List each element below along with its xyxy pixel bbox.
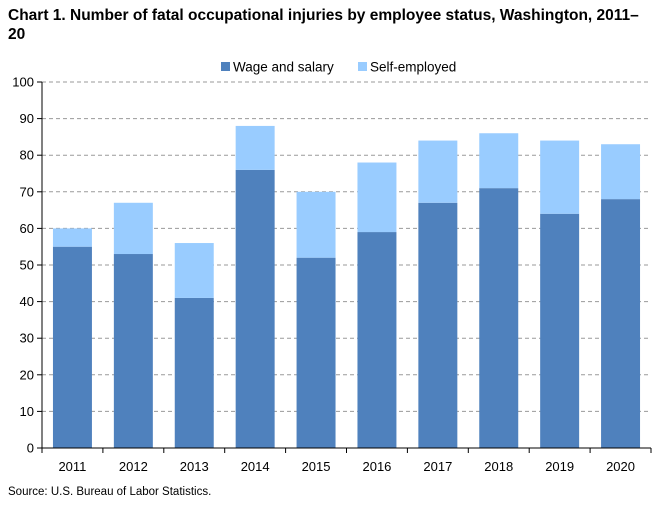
bar-wage-and-salary-2020 [601,199,641,448]
x-tick-label: 2012 [119,459,148,474]
y-tick-label: 70 [20,184,34,199]
legend-label-wage-and-salary: Wage and salary [233,60,334,75]
x-tick-label: 2013 [180,459,209,474]
bar-wage-and-salary-2011 [52,246,92,448]
bar-self-employed-2020 [601,144,641,200]
bar-wage-and-salary-2012 [113,254,153,448]
chart-title: Chart 1. Number of fatal occupational in… [8,7,639,43]
bar-wage-and-salary-2018 [479,188,519,448]
bar-wage-and-salary-2017 [418,202,458,448]
bar-wage-and-salary-2013 [174,297,214,448]
y-tick-label: 100 [12,75,34,90]
y-tick-label: 10 [20,404,34,419]
bar-self-employed-2017 [418,140,458,203]
y-tick-label: 20 [20,367,34,382]
bar-wage-and-salary-2015 [296,257,336,448]
x-tick-label: 2015 [302,459,331,474]
bar-self-employed-2011 [52,228,92,247]
x-tick-label: 2011 [58,459,86,474]
x-tick-label: 2016 [362,459,391,474]
bars [52,125,641,448]
bar-self-employed-2012 [113,202,153,255]
x-tick-label: 2019 [545,459,574,474]
y-tick-label: 30 [20,331,34,346]
source-note: Source: U.S. Bureau of Labor Statistics. [8,486,212,498]
y-tick-label: 50 [20,258,34,273]
bar-wage-and-salary-2019 [540,213,580,448]
bar-self-employed-2014 [235,125,275,170]
y-tick-labels: 0 10 20 30 40 50 60 70 80 90 100 [12,75,34,456]
bar-self-employed-2016 [357,162,397,233]
bar-self-employed-2015 [296,191,336,258]
bar-self-employed-2013 [174,243,214,298]
bar-self-employed-2018 [479,133,519,189]
x-tick-label: 2014 [241,459,270,474]
x-tick-labels: 2011 2012 2013 2014 2015 2016 2017 2018 2019 2020 [58,459,635,474]
x-tick-label: 2017 [423,459,452,474]
y-tick-label: 40 [20,294,34,309]
y-tick-label: 60 [20,221,34,236]
bar-wage-and-salary-2014 [235,169,275,448]
legend-swatch-self-employed [358,62,367,71]
x-tick-label: 2020 [606,459,635,474]
y-tick-label: 80 [20,148,34,163]
legend-swatch-wage-and-salary [221,62,230,71]
axes [37,81,652,453]
x-tick-label: 2018 [484,459,513,474]
y-tick-label: 90 [20,111,34,126]
legend: Wage and salary Self-employed [221,60,456,75]
y-tick-label: 0 [27,441,34,456]
legend-label-self-employed: Self-employed [370,60,456,75]
bar-wage-and-salary-2016 [357,232,397,448]
bar-self-employed-2019 [540,140,580,214]
